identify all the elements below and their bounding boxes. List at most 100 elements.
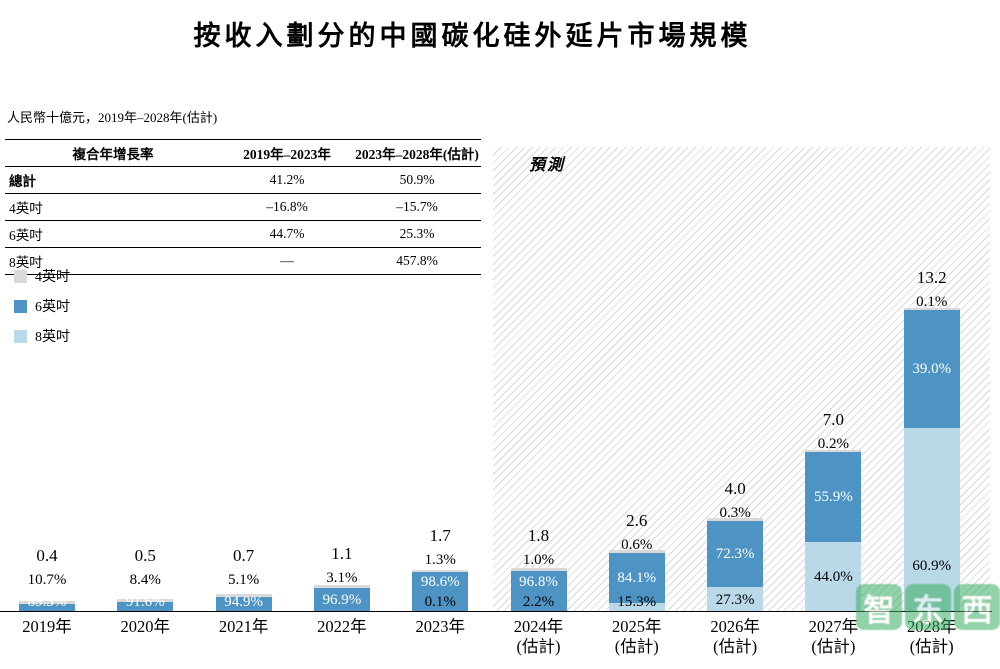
pct-label-4inch: 0.6% — [621, 536, 653, 553]
pct-label-6inch: 91.6% — [125, 594, 165, 610]
total-value-label: 13.2 — [916, 268, 947, 287]
legend-label-8inch: 8英吋 — [35, 330, 70, 345]
total-cagr-period1: 41.2% — [221, 166, 353, 194]
pct-label-4inch: 8.4% — [129, 572, 161, 588]
x-axis-label-2025年(估計): 2025年 (估計) — [612, 617, 662, 656]
total-value-label: 0.5 — [134, 546, 156, 565]
x-axis-line — [0, 610, 992, 612]
row-label-6inch: 6英吋 — [5, 220, 221, 248]
total-value-label: 7.0 — [822, 409, 845, 429]
pct-label-8inch: 0.1% — [424, 594, 456, 610]
chart-title: 按收入劃分的中國碳化硅外延片市場規模 — [193, 21, 752, 51]
legend: 4英吋 6英吋 8英吋 — [14, 266, 70, 356]
bar-segment-4inch — [215, 594, 272, 597]
total-value-label: 2.6 — [626, 510, 648, 530]
pct-label-4inch: 10.7% — [27, 572, 67, 588]
bar-segment-6inch — [313, 587, 370, 612]
x-axis-label-2021年: 2021年 — [218, 617, 269, 636]
watermark-logo: 智 东 西 — [856, 584, 1000, 630]
pct-label-8inch: 15.3% — [617, 594, 657, 610]
table-row-4inch: 4英吋 –16.8% –15.7% — [5, 193, 481, 221]
unit-note: 人民幣十億元，2019年–2028年(估計) — [7, 110, 218, 125]
bar-segment-6inch — [215, 596, 272, 612]
watermark-char-2: 东 — [905, 584, 951, 630]
cagr-header-period2: 2023年–2028年(估計) — [353, 139, 481, 167]
bar-segment-4inch — [117, 599, 174, 602]
table-row-6inch: 6英吋 44.7% 25.3% — [5, 220, 481, 248]
pct-label-4inch: 1.3% — [424, 552, 456, 568]
forecast-label: 預測 — [529, 157, 566, 174]
bar-segment-4inch — [19, 601, 75, 604]
pct-label-6inch: 96.9% — [322, 591, 362, 608]
8inch-cagr-period2: 457.8% — [353, 247, 481, 275]
6inch-cagr-period2: 25.3% — [353, 220, 481, 248]
legend-item-4inch: 4英吋 — [14, 266, 70, 286]
bar-segment-4inch — [707, 518, 764, 521]
legend-item-8inch: 8英吋 — [14, 326, 70, 346]
x-axis-label-2024年(估計): 2024年 (估計) — [513, 617, 564, 656]
pct-label-4inch: 3.1% — [326, 569, 358, 586]
pct-label-4inch: 0.1% — [916, 294, 948, 310]
legend-item-6inch: 6英吋 — [14, 296, 70, 316]
total-cagr-period2: 50.9% — [353, 166, 481, 194]
pct-label-6inch: 96.8% — [519, 574, 558, 590]
total-value-label: 1.1 — [331, 543, 353, 563]
pct-label-4inch: 5.1% — [227, 572, 260, 588]
pct-label-4inch: 1.0% — [522, 552, 555, 568]
x-axis-label-2019年: 2019年 — [22, 617, 72, 636]
bar-segment-6inch — [19, 603, 75, 612]
cagr-header-period1: 2019年–2023年 — [221, 139, 353, 167]
x-axis-label-2027年(估計): 2027年 (估計) — [808, 617, 859, 656]
bar-segment-6inch — [510, 570, 567, 611]
pct-label-6inch: 72.3% — [715, 545, 755, 562]
bar-segment-4inch — [313, 585, 370, 588]
total-value-label: 0.4 — [36, 546, 58, 565]
pct-label-4inch: 0.2% — [817, 435, 850, 452]
pct-label-6inch: 84.1% — [617, 569, 657, 586]
row-label-8inch: 8英吋 — [5, 247, 221, 275]
cagr-table: 複合年增長率 2019年–2023年 2023年–2028年(估計) 總計 41… — [5, 139, 481, 275]
6inch-cagr-period1: 44.7% — [221, 220, 353, 248]
legend-swatch-6inch — [14, 299, 27, 313]
pct-label-8inch: 27.3% — [715, 591, 755, 608]
bar-segment-8inch — [707, 587, 764, 612]
bar-segment-4inch — [805, 449, 862, 453]
bar-segment-4inch — [903, 307, 960, 311]
x-axis-label-2026年(估計): 2026年 (估計) — [710, 617, 760, 656]
8inch-cagr-period1: — — [221, 247, 353, 275]
legend-label-4inch: 4英吋 — [35, 270, 70, 285]
pct-label-8inch: 60.9% — [912, 558, 952, 574]
legend-swatch-8inch — [14, 329, 27, 343]
table-row-total: 總計 41.2% 50.9% — [5, 166, 481, 194]
cagr-table-header-row: 複合年增長率 2019年–2023年 2023年–2028年(估計) — [5, 139, 481, 167]
pct-label-6inch: 39.0% — [912, 361, 952, 378]
4inch-cagr-period1: –16.8% — [221, 193, 353, 221]
bar-segment-8inch — [805, 541, 862, 612]
bar-segment-6inch — [608, 552, 665, 603]
total-value-label: 0.7 — [232, 546, 255, 565]
total-value-label: 4.0 — [724, 478, 746, 498]
bar-segment-6inch — [805, 452, 862, 542]
legend-label-6inch: 6英吋 — [35, 300, 70, 315]
bar-segment-8inch — [608, 602, 665, 612]
row-label-4inch: 4英吋 — [5, 193, 221, 221]
pct-label-6inch: 94.9% — [224, 594, 263, 610]
x-axis-label-2023年: 2023年 — [415, 617, 465, 636]
4inch-cagr-period2: –15.7% — [353, 193, 481, 221]
pct-label-8inch: 2.2% — [522, 594, 555, 610]
pct-label-6inch: 55.9% — [814, 488, 853, 505]
cagr-header: 複合年增長率 — [5, 139, 221, 167]
row-label-total: 總計 — [5, 166, 221, 194]
pct-label-6inch: 98.6% — [420, 574, 460, 590]
pct-label-8inch: 44.0% — [814, 568, 853, 585]
pct-label-4inch: 0.3% — [719, 504, 751, 521]
bar-segment-4inch — [412, 569, 469, 573]
bar-segment-6inch — [412, 572, 469, 611]
watermark-char-1: 智 — [856, 584, 902, 630]
total-value-label: 1.7 — [429, 526, 451, 545]
bar-segment-8inch — [903, 428, 960, 612]
bar-segment-6inch — [707, 520, 764, 588]
table-row-8inch: 8英吋 — 457.8% — [5, 247, 481, 275]
legend-swatch-4inch — [14, 269, 27, 283]
